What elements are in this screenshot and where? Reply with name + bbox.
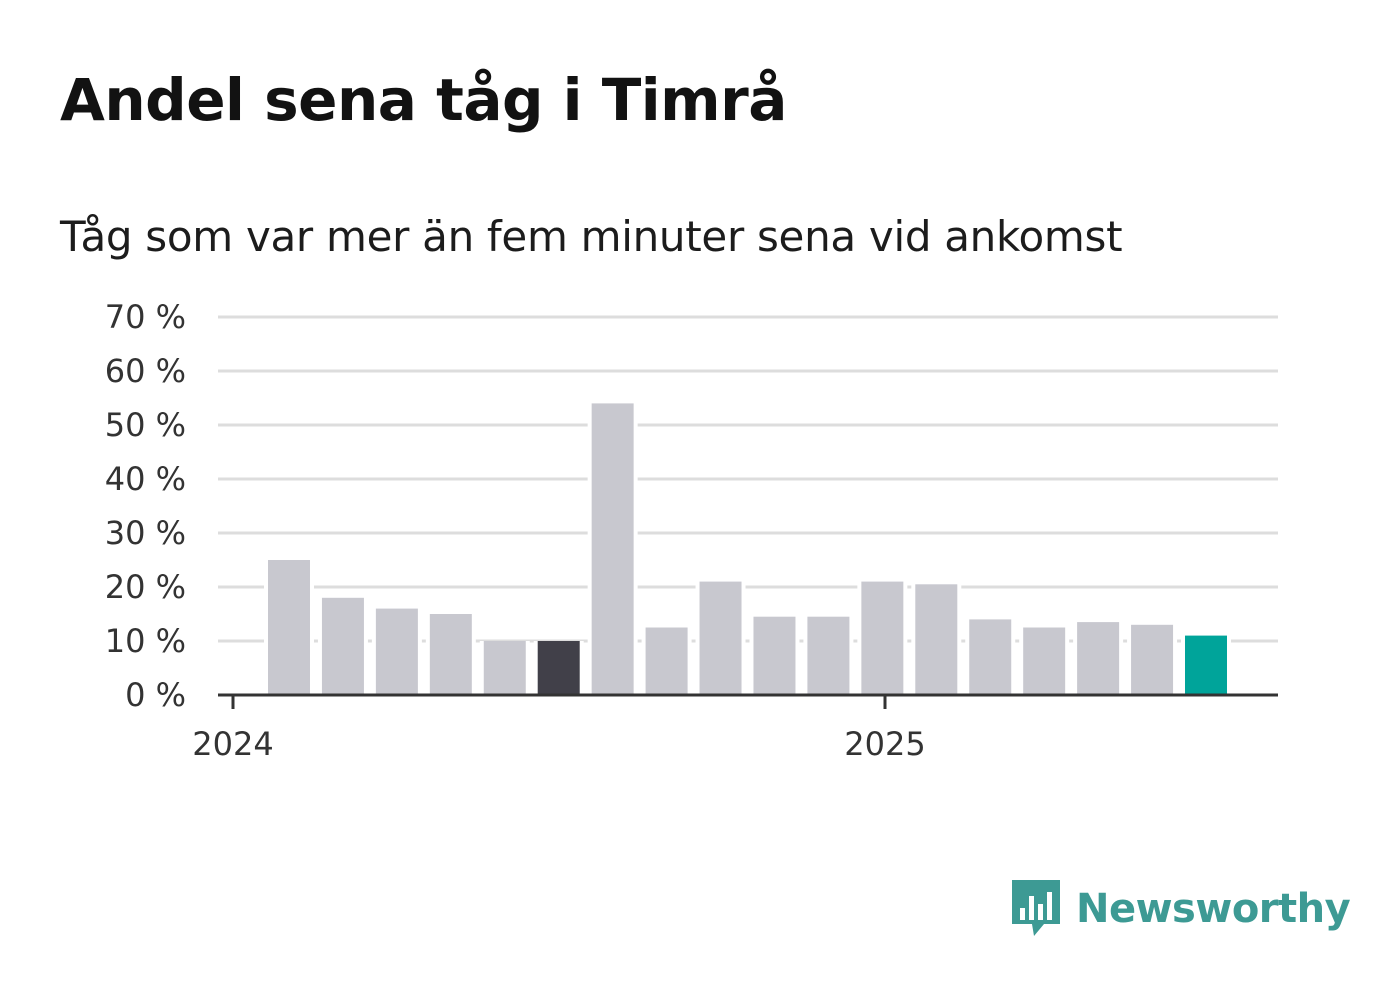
bar — [537, 641, 580, 695]
bar — [483, 641, 526, 695]
bar — [807, 616, 850, 695]
brand-name: Newsworthy — [1076, 886, 1351, 932]
bar — [699, 581, 742, 695]
y-tick-label: 10 % — [105, 622, 186, 660]
y-tick-label: 70 % — [105, 298, 186, 336]
bar — [1023, 627, 1066, 695]
x-axis — [218, 693, 1278, 709]
bars — [264, 403, 1231, 695]
bar — [1185, 635, 1227, 695]
y-axis-labels: 0 % 10 % 20 % 30 % 40 % 50 % 60 % 70 % — [105, 298, 186, 714]
bar — [375, 608, 418, 695]
x-axis-labels: 2024 2025 — [192, 725, 925, 763]
x-tick-label: 2025 — [844, 725, 925, 763]
bar — [321, 597, 364, 695]
bar — [429, 614, 472, 695]
bar — [861, 581, 904, 695]
y-tick-label: 20 % — [105, 568, 186, 606]
bar — [591, 403, 634, 695]
gridlines — [218, 315, 1278, 643]
bar — [915, 584, 958, 695]
y-tick-label: 60 % — [105, 352, 186, 390]
bar — [1131, 624, 1174, 695]
newsworthy-logo-icon — [1012, 880, 1060, 936]
bar — [753, 616, 796, 695]
y-tick-label: 0 % — [125, 676, 186, 714]
newsworthy-brand: Newsworthy — [1010, 878, 1351, 940]
x-tick-label: 2024 — [192, 725, 273, 763]
y-tick-label: 40 % — [105, 460, 186, 498]
y-tick-label: 50 % — [105, 406, 186, 444]
chart-subtitle: Tåg som var mer än fem minuter sena vid … — [60, 212, 1123, 261]
bar — [1077, 622, 1120, 695]
bar — [969, 619, 1012, 695]
bar — [645, 627, 688, 695]
bar — [268, 560, 310, 695]
y-tick-label: 30 % — [105, 514, 186, 552]
chart-title: Andel sena tåg i Timrå — [60, 66, 787, 134]
